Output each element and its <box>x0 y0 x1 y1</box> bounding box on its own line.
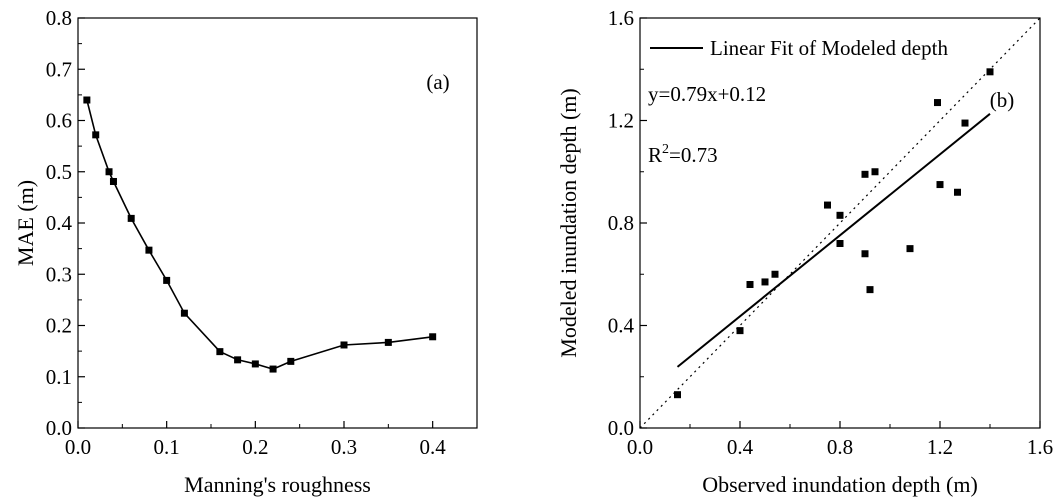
y-tick-label-b: 1.6 <box>608 6 634 30</box>
y-tick-label-b: 0.8 <box>608 211 634 235</box>
data-point-b <box>771 270 779 278</box>
y-axis-label-a: MAE (m) <box>13 180 38 266</box>
data-point-a <box>287 357 295 365</box>
data-point-b <box>961 119 969 127</box>
data-point-a <box>234 356 242 364</box>
y-tick-label-a: 0.6 <box>46 109 72 133</box>
x-tick-label-a: 0.1 <box>154 435 180 459</box>
data-point-a <box>83 96 91 104</box>
data-point-a <box>269 365 277 373</box>
panel-b: 0.0 0.4 0.8 1.2 1.6 0.0 0.4 0.8 1.2 1.6 Observed i… <box>556 6 1053 497</box>
data-point-b <box>674 391 681 399</box>
linear-fit-line <box>676 113 991 368</box>
data-point-b <box>836 240 844 247</box>
data-point-b <box>746 281 754 288</box>
data-point-a <box>384 338 392 346</box>
data-point-b <box>824 201 831 209</box>
data-point-a <box>109 177 117 185</box>
reference-line-1to1 <box>639 17 1041 429</box>
data-point-a <box>105 168 113 176</box>
fit-equation: y=0.79x+0.12 <box>648 82 766 106</box>
data-point-a <box>251 360 259 368</box>
panel-label-b: (b) <box>990 88 1015 112</box>
x-axis-label-b: Observed inundation depth (m) <box>702 472 978 497</box>
y-axis-label-b: Modeled inundation depth (m) <box>556 88 581 357</box>
data-point-b <box>836 211 844 219</box>
x-tick-label-a: 0.0 <box>65 435 91 459</box>
data-point-b <box>936 181 944 189</box>
data-point-b <box>761 278 769 286</box>
y-tick-label-a: 0.2 <box>46 314 72 338</box>
x-tick-label-b: 0.4 <box>727 435 754 459</box>
series-line-a <box>86 99 433 370</box>
r-squared-label: R2=0.73 <box>648 142 718 167</box>
y-tick-label-a: 0.1 <box>46 365 72 389</box>
r-squared-superscript: 2 <box>662 142 669 157</box>
x-axis-label-a: Manning's roughness <box>184 472 371 497</box>
data-point-a <box>145 246 153 254</box>
data-point-a <box>163 276 171 284</box>
data-point-a <box>180 309 188 317</box>
data-point-b <box>736 327 744 335</box>
data-point-a <box>340 341 348 349</box>
data-point-a <box>92 131 100 139</box>
data-point-b <box>954 188 961 196</box>
x-tick-label-b: 1.2 <box>927 435 953 459</box>
x-tick-label-a: 0.3 <box>331 435 357 459</box>
data-point-b <box>871 168 879 176</box>
data-point-a <box>216 348 224 356</box>
data-point-a <box>429 333 437 341</box>
x-tick-label-a: 0.4 <box>420 435 447 459</box>
legend-label: Linear Fit of Modeled depth <box>710 36 948 60</box>
data-point-b <box>986 68 994 76</box>
r-squared-value: =0.73 <box>669 143 718 167</box>
data-point-b <box>906 245 914 253</box>
panel-a: 0.0 0.1 0.2 0.3 0.4 0.0 0.1 0.2 0.3 0.4 0.5 0.6 0.7 0… <box>13 6 478 497</box>
r-squared-prefix: R <box>648 143 662 167</box>
y-tick-label-a: 0.0 <box>46 416 72 440</box>
x-tick-label-b: 0.0 <box>627 435 653 459</box>
y-tick-label-b: 0.0 <box>608 416 634 440</box>
y-tick-label-a: 0.7 <box>46 57 72 81</box>
data-point-a <box>127 214 135 222</box>
x-tick-label-b: 0.8 <box>827 435 853 459</box>
x-tick-label-a: 0.2 <box>242 435 268 459</box>
panel-label-a: (a) <box>426 70 449 94</box>
y-tick-label-b: 1.2 <box>608 109 634 133</box>
data-point-b <box>861 250 869 258</box>
y-tick-label-a: 0.5 <box>46 160 72 184</box>
data-point-b <box>866 286 874 294</box>
y-tick-label-a: 0.4 <box>46 211 73 235</box>
x-tick-label-b: 1.6 <box>1027 435 1053 459</box>
y-tick-label-a: 0.3 <box>46 262 72 286</box>
y-tick-label-b: 0.4 <box>608 314 635 338</box>
y-tick-label-a: 0.8 <box>46 6 72 30</box>
data-point-b <box>861 170 869 178</box>
data-point-b <box>934 99 941 107</box>
